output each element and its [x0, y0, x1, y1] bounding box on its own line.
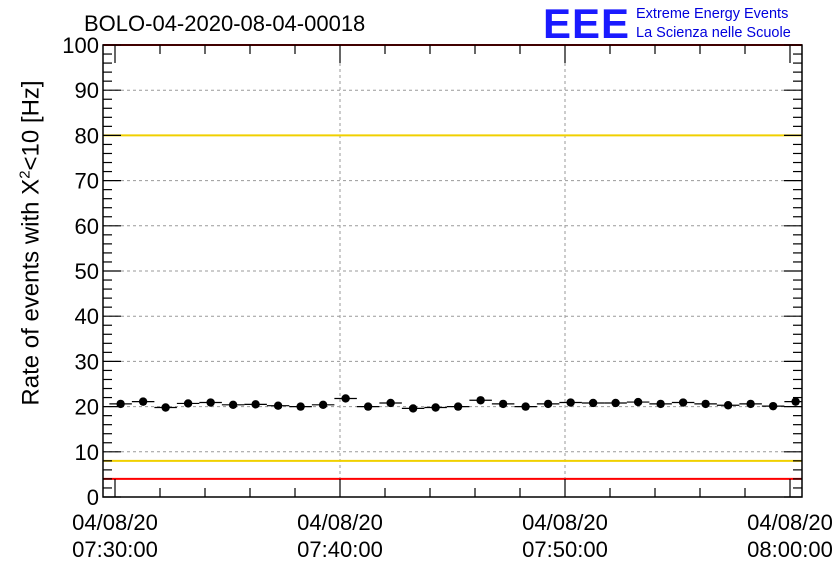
data-point — [138, 397, 148, 406]
x-tick-label-date: 04/08/20 — [747, 510, 833, 535]
data-point — [611, 398, 620, 408]
data-point — [453, 402, 463, 411]
data-point — [251, 400, 260, 409]
data-point — [228, 400, 238, 409]
data-point — [588, 398, 598, 408]
x-tick-label-time: 07:40:00 — [297, 537, 383, 562]
data-point — [656, 399, 665, 409]
y-tick-label: 70 — [75, 169, 99, 194]
data-point — [791, 397, 800, 406]
y-tick-label: 0 — [87, 485, 99, 510]
y-tick-label: 50 — [75, 259, 99, 284]
data-point — [768, 401, 778, 411]
data-point — [723, 401, 733, 410]
y-tick-label: 60 — [75, 214, 99, 239]
logo-line-1: Extreme Energy Events — [636, 6, 789, 22]
data-point — [341, 394, 350, 403]
data-point — [161, 403, 170, 412]
data-point — [431, 403, 440, 412]
data-point — [476, 396, 485, 405]
data-point — [318, 400, 328, 409]
y-tick-label: 30 — [75, 349, 99, 374]
data-point — [206, 398, 215, 407]
y-tick-label: 100 — [62, 33, 99, 58]
data-point — [408, 404, 418, 413]
chart-title: BOLO-04-2020-08-04-00018 — [84, 11, 366, 36]
y-tick-label: 90 — [75, 78, 99, 103]
x-tick-label-time: 07:50:00 — [522, 537, 608, 562]
data-point — [116, 399, 125, 409]
x-tick-label-date: 04/08/20 — [72, 510, 158, 535]
data-point — [678, 398, 688, 407]
y-tick-label: 20 — [75, 395, 99, 420]
y-tick-label: 10 — [75, 440, 99, 465]
data-point — [746, 399, 755, 409]
data-point — [296, 402, 305, 411]
eee-logo-mark: EEE — [543, 0, 631, 47]
data-point — [498, 399, 508, 409]
data-point — [183, 399, 193, 408]
data-point — [363, 402, 373, 411]
x-tick-label-time: 08:00:00 — [747, 537, 833, 562]
y-tick-label: 40 — [75, 304, 99, 329]
data-point — [566, 398, 575, 407]
x-tick-label-time: 07:30:00 — [72, 537, 158, 562]
x-tick-label-date: 04/08/20 — [297, 510, 383, 535]
x-tick-label-date: 04/08/20 — [522, 510, 608, 535]
eee-logo-text: Extreme Energy Events La Scienza nelle S… — [636, 5, 791, 43]
data-point — [543, 399, 553, 409]
data-point — [273, 401, 283, 410]
y-tick-label: 80 — [75, 123, 99, 148]
data-point — [521, 402, 530, 411]
data-point — [701, 399, 710, 409]
data-point — [386, 398, 395, 408]
logo-line-2: La Scienza nelle Scuole — [636, 25, 791, 41]
data-point — [633, 397, 643, 407]
